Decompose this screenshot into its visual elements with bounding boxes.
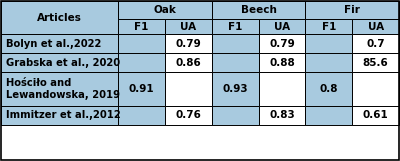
Text: 85.6: 85.6 (363, 57, 388, 67)
Bar (212, 34, 258, 53)
Text: UA: UA (368, 22, 384, 32)
Text: 0.79: 0.79 (269, 38, 295, 48)
Bar (118, 34, 165, 53)
Bar (118, 19, 165, 34)
Bar (352, 19, 399, 34)
Bar (165, 72, 212, 106)
Bar (1, 34, 118, 53)
Bar (352, 53, 399, 72)
Text: 0.8: 0.8 (320, 84, 338, 94)
Bar (305, 106, 352, 125)
Bar (305, 19, 352, 34)
Bar (118, 53, 165, 72)
Text: 0.93: 0.93 (222, 84, 248, 94)
Bar (258, 106, 305, 125)
Text: 0.76: 0.76 (175, 110, 201, 120)
Bar (212, 1, 305, 19)
Text: UA: UA (180, 22, 196, 32)
Bar (165, 53, 212, 72)
Bar (118, 106, 165, 125)
Bar (305, 72, 352, 106)
Text: Bolyn et al.,2022: Bolyn et al.,2022 (6, 38, 101, 48)
Bar (165, 106, 212, 125)
Bar (258, 53, 305, 72)
Bar (165, 19, 212, 34)
Bar (305, 1, 399, 19)
Bar (212, 106, 258, 125)
Bar (212, 72, 258, 106)
Bar (118, 1, 212, 19)
Text: 0.91: 0.91 (129, 84, 154, 94)
Bar (258, 19, 305, 34)
Bar (305, 53, 352, 72)
Text: Grabska et al., 2020: Grabska et al., 2020 (6, 57, 120, 67)
Text: 0.83: 0.83 (269, 110, 295, 120)
Bar (305, 34, 352, 53)
Text: Hościło and
Lewandowska, 2019: Hościło and Lewandowska, 2019 (6, 78, 120, 100)
Bar (1, 106, 118, 125)
Text: Immitzer et al.,2012: Immitzer et al.,2012 (6, 110, 121, 120)
Text: F1: F1 (228, 22, 242, 32)
Bar (1, 1, 118, 34)
Text: 0.88: 0.88 (269, 57, 295, 67)
Bar (352, 106, 399, 125)
Bar (352, 34, 399, 53)
Text: Beech: Beech (240, 5, 276, 15)
Bar (1, 53, 118, 72)
Text: Fir: Fir (344, 5, 360, 15)
Bar (212, 19, 258, 34)
Text: 0.86: 0.86 (175, 57, 201, 67)
Text: 0.61: 0.61 (363, 110, 388, 120)
Bar (212, 53, 258, 72)
Text: UA: UA (274, 22, 290, 32)
Text: F1: F1 (134, 22, 149, 32)
Text: F1: F1 (322, 22, 336, 32)
Bar (258, 34, 305, 53)
Bar (258, 72, 305, 106)
Bar (165, 34, 212, 53)
Text: Articles: Articles (37, 13, 82, 23)
Bar (1, 72, 118, 106)
Bar (118, 72, 165, 106)
Text: 0.79: 0.79 (175, 38, 201, 48)
Bar (352, 72, 399, 106)
Text: Oak: Oak (153, 5, 176, 15)
Text: 0.7: 0.7 (366, 38, 385, 48)
